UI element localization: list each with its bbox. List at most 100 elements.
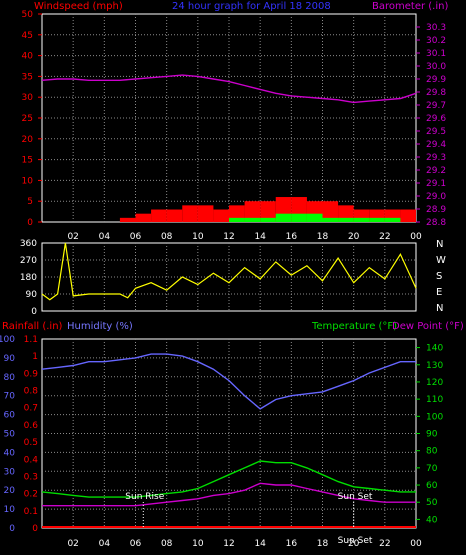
x-tick-label: 12	[223, 232, 234, 242]
direction-ticks: 0 90 180 270 360	[20, 239, 37, 317]
compass-w: W	[436, 255, 446, 266]
gust-bar	[306, 213, 323, 222]
rainfall-tick-label: 0.9	[24, 369, 39, 379]
windspeed-tick-label: 35	[22, 72, 33, 82]
dewpoint-axis-label: Dew Point (°F)	[392, 321, 464, 332]
x-tick-label: 10	[192, 232, 204, 242]
humidity-tick-label: 20	[4, 486, 16, 496]
rainfall-tick-label: 0.6	[24, 421, 39, 431]
humidity-tick-label: 10	[4, 505, 16, 515]
temperature-tick-label: 60	[426, 481, 438, 491]
x-tick-label: 14	[254, 232, 266, 242]
barometer-tick-label: 29.9	[426, 75, 446, 85]
temperature-tick-label: 80	[426, 447, 438, 457]
x-tick-label: 04	[99, 539, 111, 549]
barometer-tick-label: 30.0	[426, 62, 446, 72]
compass-e: E	[436, 287, 442, 298]
windspeed-bar	[166, 209, 183, 222]
rainfall-tick-label: 0.1	[24, 507, 38, 517]
temperature-tick-label: 120	[426, 378, 443, 388]
direction-tick-label: 270	[20, 256, 37, 266]
top-grid	[42, 14, 416, 222]
x-tick-label: 22	[379, 539, 390, 549]
windspeed-tick-label: 45	[22, 31, 33, 41]
windspeed-bar	[322, 201, 339, 222]
dewpoint-line	[42, 482, 416, 507]
windspeed-tick-label: 20	[22, 135, 34, 145]
barometer-tick-label: 29.5	[426, 127, 446, 137]
compass-s: S	[436, 271, 442, 282]
compass-n-top: N	[436, 239, 443, 250]
temperature-tick-label: 140	[426, 344, 443, 354]
gust-bar	[260, 217, 276, 222]
barometer-tick-label: 29.1	[426, 179, 446, 189]
barometer-tick-label: 29.8	[426, 88, 446, 98]
rainfall-tick-label: 0	[32, 524, 38, 534]
humidity-ticks: 0 10 20 30 40 50 60 70 80 90 100	[0, 335, 15, 534]
top-series	[41, 74, 417, 222]
x-tick-label: 22	[379, 232, 390, 242]
humidity-tick-label: 100	[0, 335, 15, 345]
windspeed-tick-label: 25	[22, 114, 33, 124]
x-tick-label: 04	[99, 232, 111, 242]
sunrise-label: Sun Rise	[125, 492, 164, 502]
barometer-tick-label: 28.9	[426, 205, 446, 215]
rainfall-tick-label: 1	[32, 352, 38, 362]
x-tick-label: 16	[286, 232, 298, 242]
gust-bar	[322, 217, 339, 222]
barometer-tick-label: 29.4	[426, 140, 446, 150]
barometer-tick-label: 29.3	[426, 153, 446, 163]
windspeed-bar	[182, 205, 198, 222]
windspeed-bar	[400, 209, 416, 222]
rainfall-ticks: 0 0.1 0.2 0.3 0.4 0.5 0.6 0.7 0.8 0.9 1 1.1	[24, 335, 39, 534]
temperature-tick-label: 100	[426, 412, 443, 422]
direction-tick-label: 360	[20, 239, 37, 249]
windspeed-bar	[135, 213, 152, 222]
barometer-tick-label: 30.1	[426, 49, 446, 59]
temperature-tick-label: 50	[426, 498, 438, 508]
x-tick-label: 08	[161, 539, 173, 549]
windspeed-bar	[213, 209, 229, 222]
rainfall-axis-label: Rainfall (.in)	[2, 321, 63, 332]
barometer-tick-label: 29.6	[426, 114, 446, 124]
barometer-tick-label: 29.7	[426, 101, 446, 111]
rainfall-tick-label: 0.2	[24, 490, 38, 500]
windspeed-ticks: 0 5 10 15 20 25 30 35 40 45 50	[22, 10, 42, 228]
x-tick-label: 12	[223, 539, 234, 549]
windspeed-bar	[197, 205, 214, 222]
windspeed-tick-label: 15	[22, 156, 33, 166]
temperature-ticks: 40 50 60 70 80 90 100 110 120 130 140	[416, 344, 443, 525]
temperature-tick-label: 90	[426, 430, 438, 440]
bottom-grid	[42, 339, 416, 528]
x-tick-label: 02	[67, 232, 78, 242]
temperature-line	[41, 460, 416, 498]
bottom-x-ticks: 02 04 06 08 10 12 14 16 18 20 22 00	[67, 539, 422, 549]
barometer-tick-label: 29.0	[426, 192, 446, 202]
temperature-axis-label: Temperature (°F)	[311, 321, 397, 332]
humidity-tick-label: 90	[4, 354, 16, 364]
temperature-tick-label: 130	[426, 361, 443, 371]
humidity-line	[41, 353, 416, 410]
barometer-line	[41, 74, 417, 104]
windspeed-tick-label: 40	[22, 52, 34, 62]
rainfall-tick-label: 1.1	[24, 335, 38, 345]
barometer-tick-label: 28.8	[426, 218, 446, 228]
gust-bar	[244, 217, 261, 222]
barometer-ticks: 28.8 28.9 29.0 29.1 29.2 29.3 29.4 29.5 29.6 29.7…	[416, 23, 446, 228]
temperature-tick-label: 70	[426, 464, 438, 474]
windspeed-tick-label: 0	[27, 218, 33, 228]
direction-grid	[42, 243, 416, 311]
barometer-tick-label: 29.2	[426, 166, 446, 176]
humidity-tick-label: 60	[4, 411, 16, 421]
x-tick-label: 06	[130, 539, 142, 549]
rainfall-tick-label: 0.8	[24, 387, 39, 397]
compass-labels: N W S E N	[436, 239, 446, 314]
humidity-axis-label: Humidity (%)	[67, 321, 133, 332]
windspeed-bar	[151, 209, 167, 222]
x-tick-label: 00	[410, 539, 422, 549]
rainfall-tick-label: 0.7	[24, 404, 38, 414]
humidity-tick-label: 30	[4, 467, 16, 477]
x-tick-label: 10	[192, 539, 204, 549]
temperature-tick-label: 40	[426, 515, 438, 525]
x-tick-label: 06	[130, 232, 142, 242]
